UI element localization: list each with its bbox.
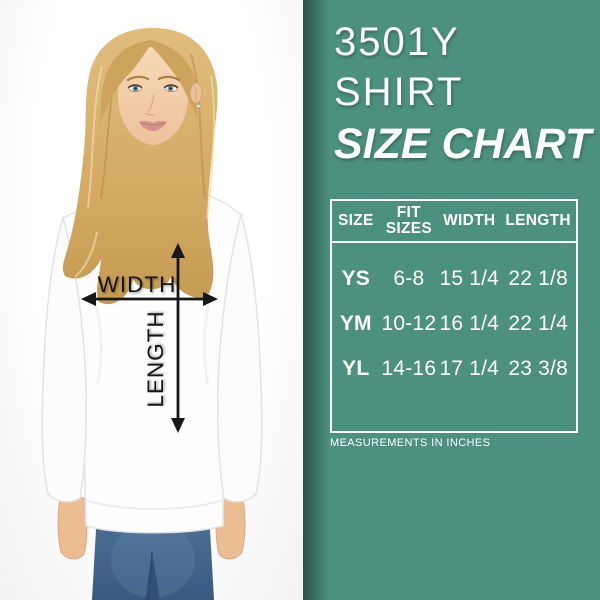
- cell-width: 17 1/4: [439, 356, 500, 380]
- table-row-ym: YM 10-12 16 1/4 22 1/4: [332, 301, 576, 346]
- width-label: WIDTH: [98, 272, 177, 297]
- earring: [196, 104, 201, 108]
- cell-fit: 10-12: [381, 311, 437, 335]
- cell-width: 15 1/4: [439, 266, 500, 290]
- header-fit-sizes: FIT SIZES: [385, 203, 432, 237]
- page-fold-shadow: [303, 0, 329, 600]
- panel-title: 3501Y SHIRT SIZE CHART: [334, 17, 591, 171]
- cell-fit: 6-8: [393, 266, 425, 290]
- title-product-type: SHIRT: [334, 70, 464, 114]
- face: [99, 40, 203, 145]
- model-illustration: WIDTH LENGTH: [41, 28, 263, 600]
- cell-width: 16 1/4: [439, 311, 500, 335]
- size-chart-panel: 3501Y SHIRT SIZE CHART SIZE FIT SIZES WI…: [303, 0, 600, 600]
- cell-size: YS: [341, 266, 370, 290]
- model-photo: WIDTH LENGTH: [0, 0, 303, 600]
- width-arrow: [81, 292, 218, 306]
- measurements-footnote: MEASUREMENTS IN INCHES: [330, 437, 491, 449]
- table-row-ys: YS 6-8 15 1/4 22 1/8: [332, 256, 576, 301]
- cell-length: 22 1/4: [508, 311, 568, 335]
- table-header-row: SIZE FIT SIZES WIDTH LENGTH: [332, 201, 576, 243]
- table-body: YS 6-8 15 1/4 22 1/8 YM 10-12 16 1/4 22 …: [332, 243, 576, 391]
- cell-length: 22 1/8: [508, 266, 568, 290]
- header-width: WIDTH: [443, 211, 496, 229]
- header-length: LENGTH: [505, 211, 571, 229]
- length-arrow: [171, 243, 185, 433]
- cell-size: YM: [339, 311, 372, 335]
- title-size-chart: SIZE CHART: [334, 120, 592, 168]
- size-chart-table: SIZE FIT SIZES WIDTH LENGTH YS 6-8 15 1/…: [330, 199, 578, 433]
- header-size: SIZE: [337, 211, 374, 229]
- cell-fit: 14-16: [381, 356, 437, 380]
- length-label: LENGTH: [143, 310, 168, 407]
- table-row-yl: YL 14-16 17 1/4 23 3/8: [332, 346, 576, 391]
- cell-size: YL: [342, 356, 370, 380]
- title-product-code: 3501Y: [334, 20, 460, 64]
- cell-length: 23 3/8: [508, 356, 568, 380]
- jeans: [92, 512, 214, 600]
